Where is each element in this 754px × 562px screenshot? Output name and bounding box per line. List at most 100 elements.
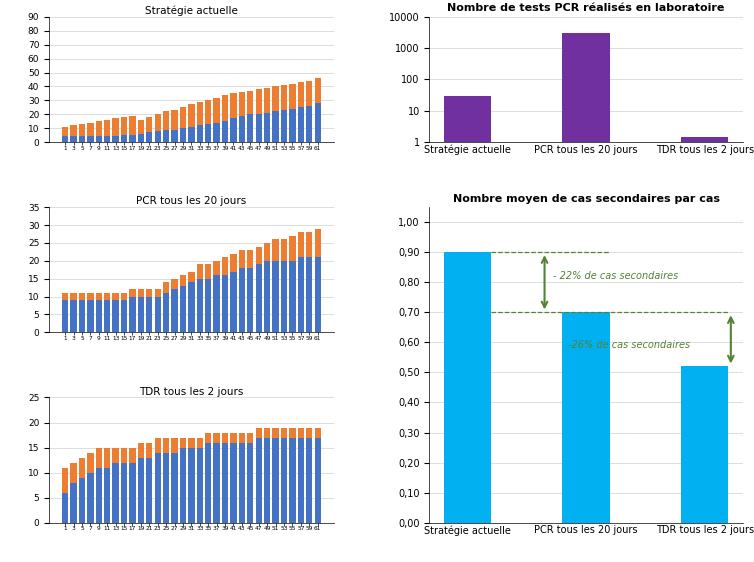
Bar [179, 438, 186, 447]
Bar [155, 289, 161, 297]
Bar [298, 428, 304, 438]
Bar [306, 257, 312, 332]
Bar [78, 457, 85, 478]
Bar [155, 438, 161, 452]
Bar [298, 438, 304, 523]
Title: Nombre de tests PCR réalisés en laboratoire: Nombre de tests PCR réalisés en laborato… [447, 3, 725, 13]
Bar [171, 289, 178, 332]
Bar [280, 438, 287, 523]
Bar [87, 137, 93, 142]
Bar [163, 438, 170, 452]
Bar [62, 300, 69, 332]
Bar [197, 125, 203, 142]
Bar [272, 87, 279, 111]
Bar [280, 428, 287, 438]
Bar [314, 257, 321, 332]
Bar [264, 438, 271, 523]
Bar [104, 137, 110, 142]
Bar [222, 433, 228, 442]
Bar [155, 452, 161, 523]
Bar [247, 90, 253, 114]
Bar [129, 116, 136, 135]
Bar [138, 120, 144, 134]
Bar [280, 110, 287, 142]
Bar [104, 300, 110, 332]
Bar [78, 137, 85, 142]
Bar [681, 137, 728, 562]
Bar [179, 107, 186, 128]
Bar [146, 289, 152, 297]
Bar [205, 124, 211, 142]
Bar [298, 82, 304, 107]
Bar [306, 232, 312, 257]
Text: - 22% de cas secondaires: - 22% de cas secondaires [553, 271, 678, 281]
Bar [179, 128, 186, 142]
Bar [272, 239, 279, 261]
Bar [62, 293, 69, 300]
Bar [298, 107, 304, 142]
Bar [163, 282, 170, 293]
Bar [314, 428, 321, 438]
Bar [306, 438, 312, 523]
Bar [163, 452, 170, 523]
Bar [121, 300, 127, 332]
Bar [222, 95, 228, 121]
Bar [264, 428, 271, 438]
Bar [681, 366, 728, 523]
Bar [239, 442, 245, 523]
Bar [96, 121, 102, 137]
Bar [163, 129, 170, 142]
Bar [197, 279, 203, 332]
Bar [121, 293, 127, 300]
Bar [306, 106, 312, 142]
Bar [197, 264, 203, 279]
Bar [163, 293, 170, 332]
Bar [138, 457, 144, 523]
Bar [70, 293, 77, 300]
Bar [70, 300, 77, 332]
Bar [188, 447, 195, 523]
Bar [222, 121, 228, 142]
Bar [247, 250, 253, 268]
Bar [230, 253, 237, 271]
Bar [138, 134, 144, 142]
Bar [247, 433, 253, 442]
Bar [298, 257, 304, 332]
Bar [290, 108, 296, 142]
Title: TDR tous les 2 jours: TDR tous les 2 jours [139, 387, 244, 397]
Bar [264, 261, 271, 332]
Bar [104, 468, 110, 523]
Bar [87, 473, 93, 523]
Bar [306, 81, 312, 106]
Bar [188, 282, 195, 332]
Bar [256, 114, 262, 142]
Bar [155, 131, 161, 142]
Bar [171, 110, 178, 129]
Bar [78, 300, 85, 332]
Bar [443, 96, 491, 562]
Bar [62, 468, 69, 493]
Bar [290, 261, 296, 332]
Bar [112, 119, 119, 137]
Bar [112, 447, 119, 463]
Bar [256, 428, 262, 438]
Bar [213, 442, 220, 523]
Bar [197, 438, 203, 447]
Bar [62, 137, 69, 142]
Bar [197, 447, 203, 523]
Bar [138, 442, 144, 457]
Bar [171, 452, 178, 523]
Bar [230, 433, 237, 442]
Bar [112, 137, 119, 142]
Bar [96, 447, 102, 468]
Bar [290, 438, 296, 523]
Bar [264, 88, 271, 113]
Bar [78, 124, 85, 137]
Bar [205, 101, 211, 124]
Bar [121, 135, 127, 142]
Bar [87, 452, 93, 473]
Bar [239, 433, 245, 442]
Bar [280, 261, 287, 332]
Bar [213, 275, 220, 332]
Bar [87, 293, 93, 300]
